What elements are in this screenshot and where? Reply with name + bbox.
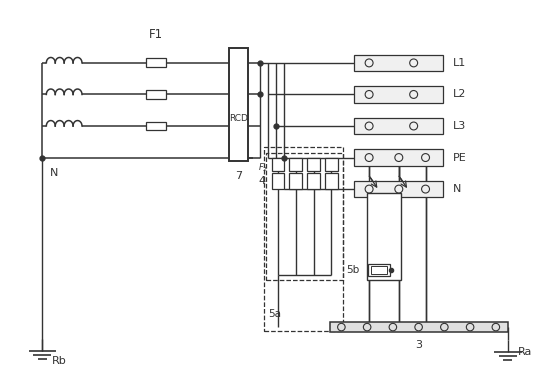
Bar — [264, 147, 343, 331]
Bar — [272, 173, 284, 189]
Text: $F_2$: $F_2$ — [258, 161, 268, 174]
Text: L2: L2 — [453, 90, 466, 99]
Bar — [307, 173, 320, 189]
Text: Rb: Rb — [52, 356, 67, 366]
Text: 3: 3 — [415, 340, 422, 350]
Text: PE: PE — [453, 152, 467, 163]
Bar — [146, 90, 166, 99]
Bar — [307, 158, 320, 171]
Text: N: N — [50, 169, 59, 178]
Bar — [371, 266, 387, 274]
Text: 6: 6 — [394, 265, 400, 275]
Text: N: N — [453, 184, 461, 194]
Bar — [266, 152, 343, 280]
Bar — [367, 192, 401, 280]
Bar — [228, 48, 248, 161]
Bar — [325, 158, 338, 171]
Bar — [329, 322, 508, 332]
Bar — [290, 158, 302, 171]
Text: F1: F1 — [149, 28, 164, 41]
Bar — [354, 118, 444, 135]
Bar — [354, 181, 444, 197]
Text: L3: L3 — [453, 121, 466, 131]
Bar — [354, 149, 444, 166]
Bar — [354, 54, 444, 71]
Bar — [290, 173, 302, 189]
Bar — [354, 86, 444, 103]
Text: 7: 7 — [235, 171, 242, 181]
Text: 4: 4 — [258, 176, 265, 186]
Text: L1: L1 — [453, 58, 466, 68]
Text: 5a: 5a — [268, 309, 281, 319]
Bar — [325, 173, 338, 189]
Bar — [368, 264, 390, 276]
Bar — [272, 158, 284, 171]
Text: 5b: 5b — [346, 265, 360, 275]
Bar — [146, 122, 166, 131]
Bar — [146, 59, 166, 67]
Text: Ra: Ra — [517, 347, 532, 357]
Text: RCD: RCD — [229, 114, 248, 123]
